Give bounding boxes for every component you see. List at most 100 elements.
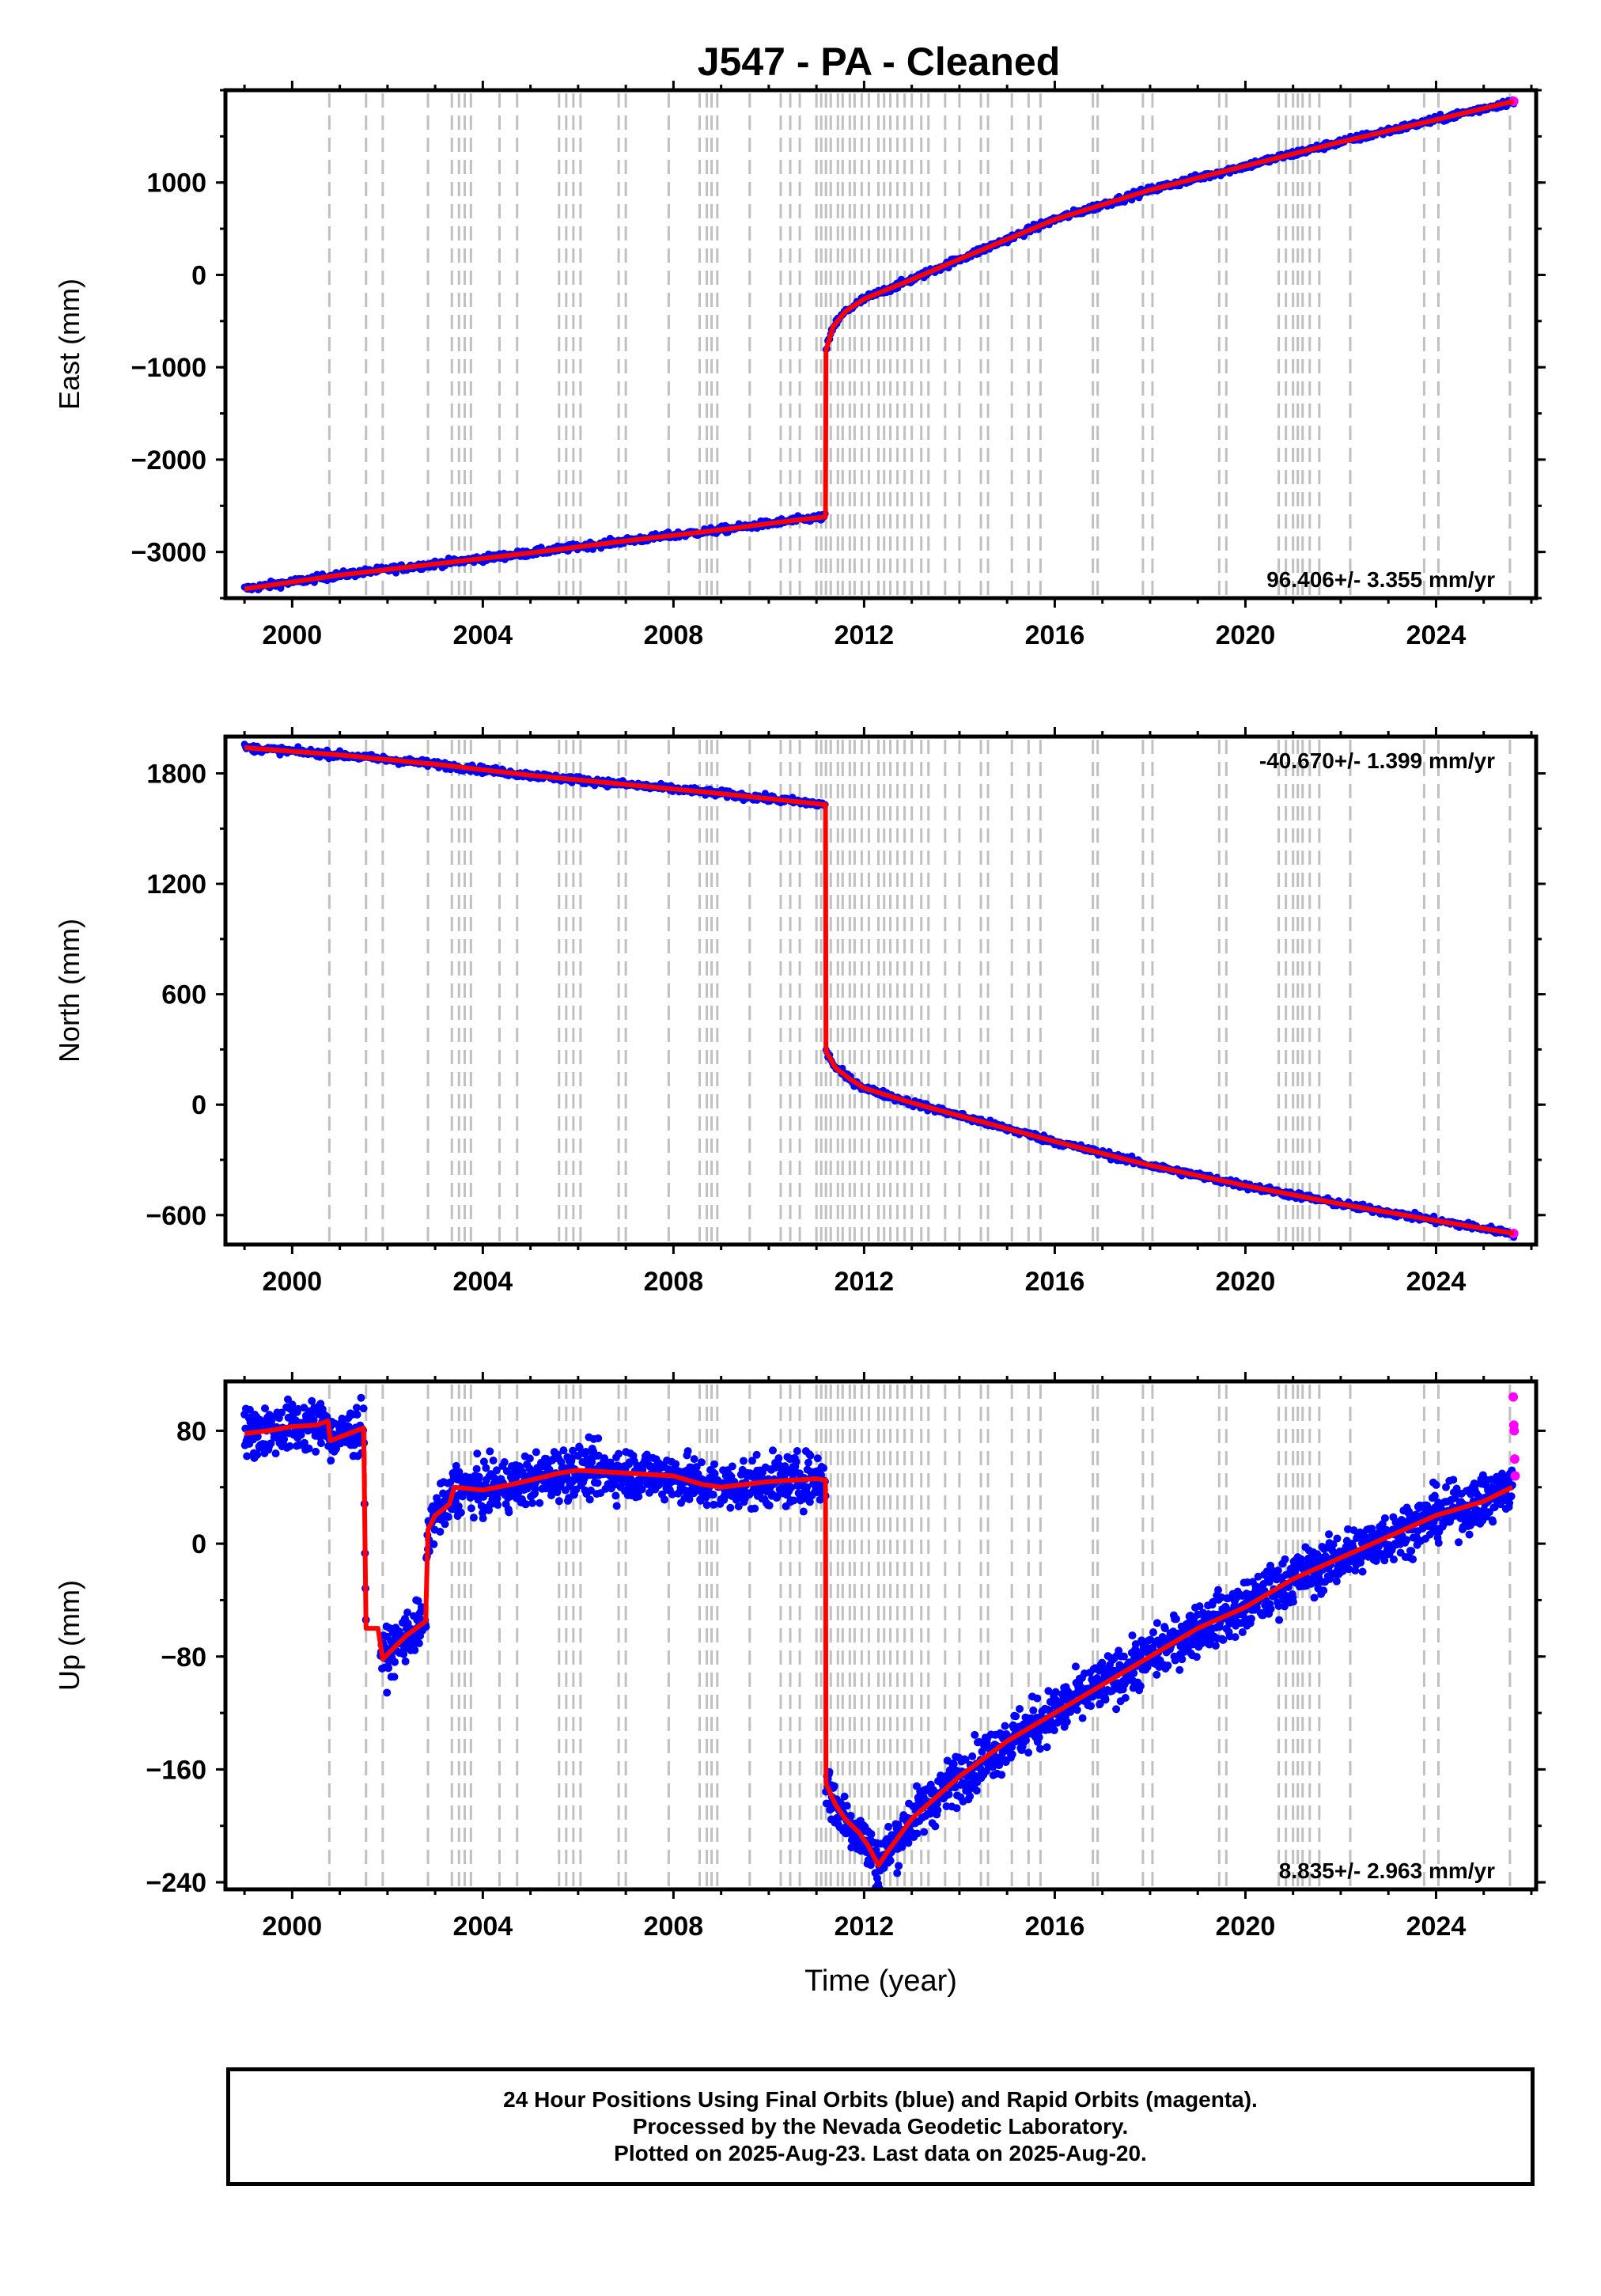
x-tick-label: 2024 <box>1406 1267 1467 1297</box>
final-orbit-point <box>436 1527 445 1536</box>
event-lines <box>327 1385 1512 1886</box>
final-orbit-point <box>961 1756 970 1764</box>
final-orbit-point <box>401 1657 410 1665</box>
final-orbit-point <box>1043 1743 1051 1752</box>
x-tick-label: 2020 <box>1216 620 1276 650</box>
final-orbit-point <box>1012 1712 1020 1721</box>
x-tick-label: 2012 <box>835 620 895 650</box>
final-orbit-point <box>1071 1662 1080 1671</box>
final-orbit-point <box>697 1458 706 1467</box>
final-orbit-point <box>444 1513 452 1521</box>
y-tick-label: −2000 <box>131 445 207 475</box>
final-orbit-point <box>920 1828 929 1836</box>
final-orbit-point <box>1062 1718 1071 1726</box>
final-orbit-point <box>846 1811 855 1820</box>
final-orbit-point <box>813 1454 822 1463</box>
final-orbit-point <box>475 1472 483 1481</box>
y-axis-label: East (mm) <box>53 278 85 410</box>
final-orbit-point <box>966 1792 975 1801</box>
final-orbit-point <box>567 1454 576 1463</box>
final-orbit-point <box>353 1411 361 1419</box>
final-orbit-point <box>660 1495 669 1504</box>
final-orbit-point <box>685 1495 694 1503</box>
final-orbit-point <box>261 1404 270 1413</box>
final-orbit-point <box>593 1479 602 1487</box>
final-orbit-point <box>751 1504 759 1513</box>
y-tick-label: 0 <box>191 260 206 290</box>
final-orbit-point <box>774 1454 783 1463</box>
y-tick-label: −1000 <box>131 353 207 383</box>
final-orbit-point <box>806 1451 815 1460</box>
final-orbit-point <box>728 1462 736 1471</box>
final-orbit-point <box>414 1639 423 1648</box>
final-orbit-point <box>267 1439 275 1448</box>
final-orbit-point <box>559 1446 568 1455</box>
final-orbit-point <box>1087 1702 1096 1711</box>
final-orbit-point <box>1033 1694 1042 1703</box>
final-orbit-point <box>472 1464 481 1473</box>
final-orbit-point <box>968 1752 977 1760</box>
final-orbit-point <box>612 1502 621 1510</box>
final-orbit-point <box>500 1458 509 1467</box>
final-orbit-point <box>557 1457 566 1466</box>
panel-3: 2000 2004 2008 2012 2016 2020 2024−240−160−800… <box>53 1372 1546 1998</box>
final-orbit-point <box>978 1747 986 1756</box>
final-orbit-point <box>606 1458 615 1467</box>
final-orbit-point <box>726 1503 735 1512</box>
x-tick-label: 2024 <box>1406 620 1467 650</box>
final-orbit-point <box>789 1496 798 1505</box>
final-orbit-point <box>469 1514 478 1522</box>
final-orbit-point <box>1112 1705 1121 1714</box>
y-tick-label: 600 <box>161 980 206 1010</box>
final-orbit-point <box>952 1804 961 1813</box>
panel-1: 2000 2004 2008 2012 2016 2020 2024−3000−2000−1… <box>53 81 1546 650</box>
final-orbit-point <box>505 1508 513 1517</box>
final-orbit-point <box>245 1405 254 1414</box>
final-orbit-point <box>668 1490 676 1498</box>
x-tick-label: 2004 <box>453 620 513 650</box>
x-axis: 2000 2004 2008 2012 2016 2020 2024 <box>243 81 1533 650</box>
final-orbit-point <box>751 1483 760 1492</box>
final-orbit-point <box>357 1393 365 1402</box>
final-orbit-point <box>300 1438 308 1447</box>
final-orbit-point <box>895 1862 903 1870</box>
final-orbit-point <box>536 1498 544 1507</box>
final-orbit-point <box>710 1460 718 1468</box>
final-orbit-point <box>615 1449 623 1458</box>
final-orbit-point <box>672 1460 680 1468</box>
final-orbit-point <box>1050 1726 1058 1734</box>
final-orbit-point <box>547 1491 555 1500</box>
velocity-rate-label: -40.670+/- 1.399 mm/yr <box>1259 748 1495 773</box>
final-orbit-point <box>411 1646 419 1654</box>
final-orbit-point <box>768 1446 777 1455</box>
final-orbit-point <box>867 1830 876 1839</box>
final-orbit-point <box>430 1540 438 1548</box>
final-orbit-point <box>842 1802 851 1810</box>
x-tick-label: 2008 <box>644 1267 704 1297</box>
final-orbit-point <box>600 1454 609 1463</box>
final-orbit-point <box>1016 1704 1024 1713</box>
final-orbit-point <box>485 1506 494 1514</box>
final-orbit-point <box>1035 1745 1044 1753</box>
final-orbit-point <box>271 1449 280 1458</box>
final-orbit-point <box>945 1766 954 1775</box>
y-tick-label: 1000 <box>146 169 206 199</box>
x-tick-label: 2016 <box>1025 1267 1085 1297</box>
final-orbit-point <box>473 1449 482 1458</box>
final-orbit-point <box>611 1491 620 1500</box>
final-orbit-point <box>531 1485 539 1494</box>
final-orbit-point <box>594 1434 603 1442</box>
y-tick-label: 1200 <box>146 870 206 900</box>
final-orbit-point <box>1044 1687 1053 1695</box>
final-orbit-point <box>1073 1706 1081 1714</box>
final-orbit-point <box>739 1457 748 1465</box>
final-orbit-point <box>1008 1750 1016 1759</box>
final-orbit-point <box>456 1508 465 1517</box>
final-orbit-point <box>494 1501 502 1510</box>
final-orbit-point <box>944 1790 953 1799</box>
final-orbit-point <box>904 1839 913 1847</box>
final-orbit-point <box>352 1404 361 1412</box>
final-orbit-point <box>383 1688 392 1697</box>
final-orbit-point <box>840 1792 849 1801</box>
